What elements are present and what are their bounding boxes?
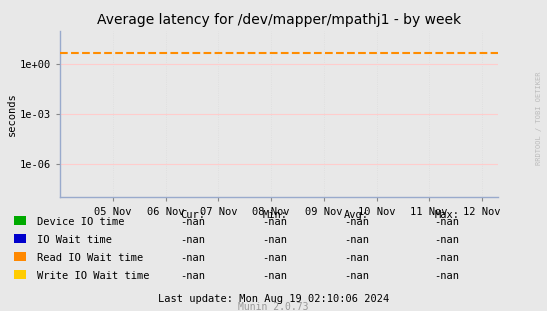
Title: Average latency for /dev/mapper/mpathj1 - by week: Average latency for /dev/mapper/mpathj1 … [97,13,461,27]
Text: -nan: -nan [262,253,287,263]
Text: -nan: -nan [180,253,205,263]
Text: IO Wait time: IO Wait time [37,235,112,245]
Text: Device IO time: Device IO time [37,217,125,227]
Text: -nan: -nan [344,271,369,281]
Text: -nan: -nan [344,235,369,245]
Text: RRDTOOL / TOBI OETIKER: RRDTOOL / TOBI OETIKER [536,72,542,165]
Text: -nan: -nan [434,217,459,227]
Text: Read IO Wait time: Read IO Wait time [37,253,143,263]
Text: -nan: -nan [344,217,369,227]
Text: Cur:: Cur: [180,210,205,220]
Text: -nan: -nan [262,235,287,245]
Text: Min:: Min: [262,210,287,220]
Text: Write IO Wait time: Write IO Wait time [37,271,150,281]
Text: -nan: -nan [344,253,369,263]
Text: -nan: -nan [434,271,459,281]
Text: -nan: -nan [180,235,205,245]
Text: -nan: -nan [180,271,205,281]
Text: Avg:: Avg: [344,210,369,220]
Text: Max:: Max: [434,210,459,220]
Text: -nan: -nan [262,271,287,281]
Text: Last update: Mon Aug 19 02:10:06 2024: Last update: Mon Aug 19 02:10:06 2024 [158,294,389,304]
Text: -nan: -nan [434,253,459,263]
Text: Munin 2.0.73: Munin 2.0.73 [238,302,309,311]
Text: -nan: -nan [180,217,205,227]
Text: -nan: -nan [262,217,287,227]
Y-axis label: seconds: seconds [7,92,17,136]
Text: -nan: -nan [434,235,459,245]
